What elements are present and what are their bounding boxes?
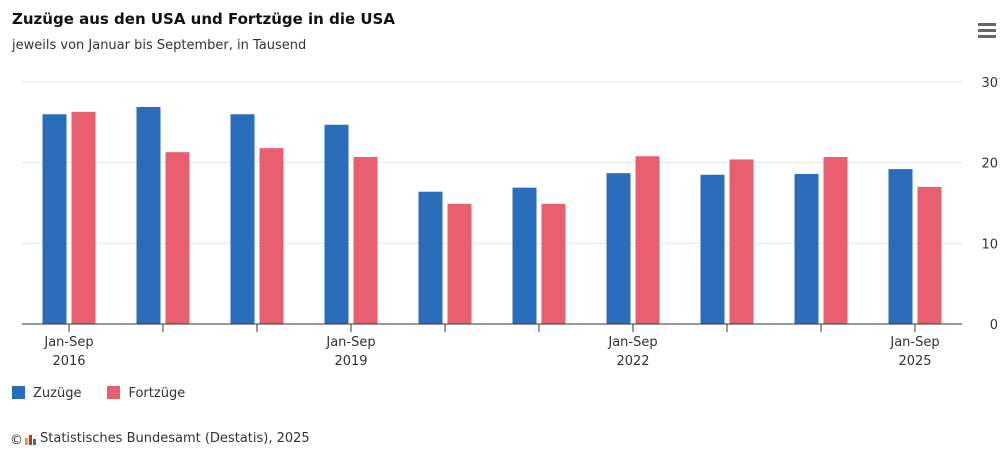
legend-label: Zuzüge <box>33 386 82 401</box>
bar <box>606 173 631 324</box>
bar <box>729 159 754 324</box>
legend-swatch <box>12 386 25 399</box>
y-tick-label: 10 <box>981 237 998 252</box>
y-tick-label: 20 <box>981 157 998 172</box>
bar <box>635 156 660 324</box>
x-tick-label: Jan-Sep 2022 <box>608 335 658 369</box>
bar <box>353 157 378 324</box>
legend: Zuzüge Fortzüge <box>12 386 185 401</box>
svg-text:©: © <box>10 433 23 448</box>
bar <box>324 124 349 325</box>
bar <box>447 203 472 324</box>
legend-item[interactable]: Fortzüge <box>107 386 185 401</box>
legend-swatch <box>107 386 121 399</box>
bar <box>418 191 443 324</box>
source: Statistisches Bundesamt (Destatis), 2025 <box>40 431 310 446</box>
chart-title: Zuzüge aus den USA und Fortzüge in die U… <box>12 10 395 28</box>
x-tick-label: Jan-Sep 2019 <box>326 335 376 369</box>
bar <box>42 114 67 325</box>
bar <box>230 114 255 325</box>
bar <box>259 148 284 324</box>
y-tick-label: 30 <box>981 76 998 91</box>
legend-label: Fortzüge <box>128 386 186 401</box>
chart-subtitle: jeweils von Januar bis September, in Tau… <box>12 38 307 53</box>
source-logo: © <box>10 433 36 448</box>
bar <box>888 169 913 324</box>
y-tick-label: 0 <box>990 318 998 333</box>
bar <box>136 107 161 324</box>
x-tick-label: Jan-Sep 2016 <box>44 335 94 369</box>
bar <box>71 111 96 324</box>
bar <box>823 157 848 324</box>
bar <box>700 174 725 324</box>
bar <box>794 173 819 324</box>
bar <box>917 186 942 324</box>
menu-icon[interactable] <box>978 23 996 38</box>
bar <box>541 203 566 324</box>
legend-item[interactable]: Zuzüge <box>12 386 81 401</box>
x-tick-label: Jan-Sep 2025 <box>890 335 940 369</box>
bar <box>165 152 190 324</box>
bar <box>512 187 537 324</box>
